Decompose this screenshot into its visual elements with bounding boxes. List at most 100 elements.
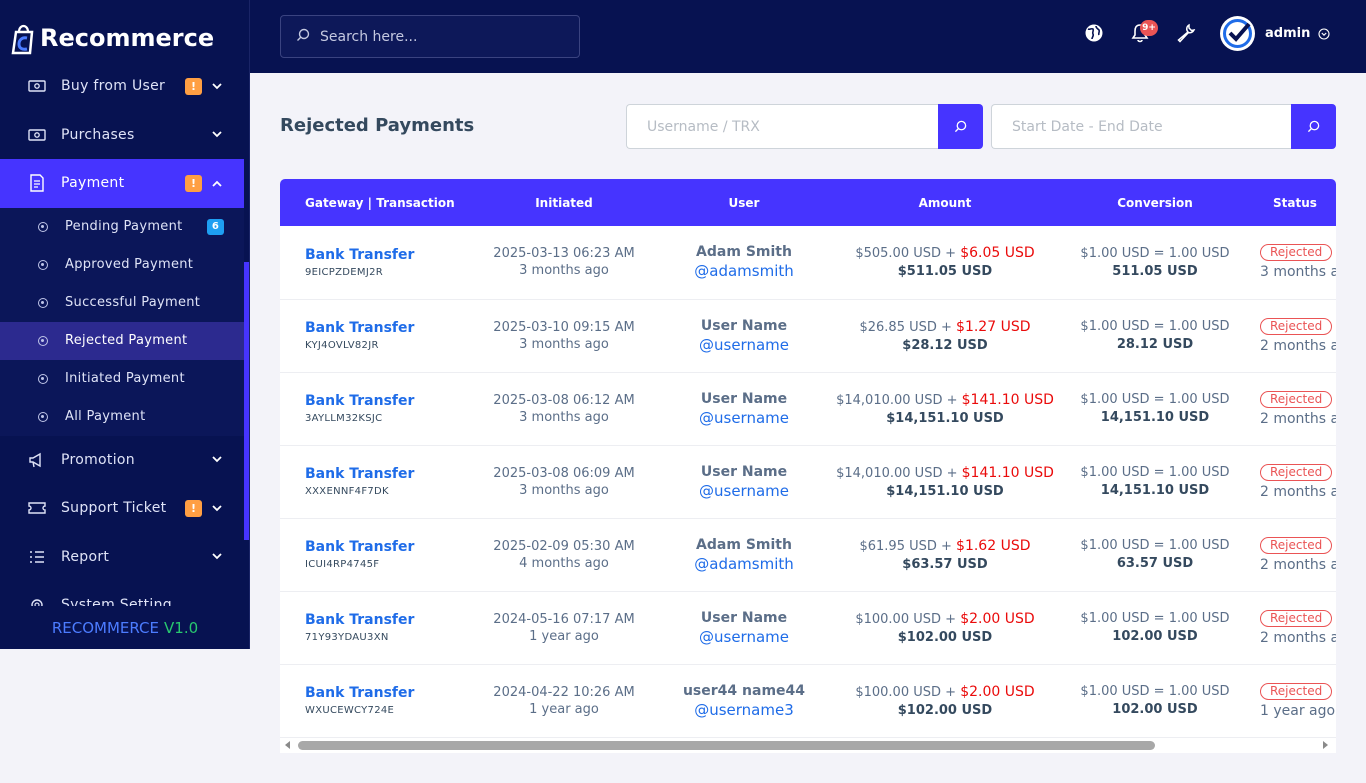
trx-search-button[interactable] (938, 104, 983, 149)
subitem-label: Successful Payment (65, 295, 201, 310)
gateway-link[interactable]: Bank Transfer (305, 246, 415, 263)
initiated-cell: 2025-03-10 09:15 AM 3 months ago (470, 299, 658, 372)
conversion-rate: $1.00 USD = 1.00 USD (1080, 538, 1230, 553)
user-handle-link[interactable]: @adamsmith (694, 554, 794, 573)
amount-charge: $2.00 USD (960, 610, 1035, 627)
sidebar-subitem-rejected-payment[interactable]: Rejected Payment (0, 321, 244, 360)
transaction-id: 9EICPZDEMJ2R (305, 266, 383, 278)
ticket-icon (28, 499, 46, 517)
alert-badge: ! (185, 174, 202, 192)
initiated-cell: 2025-03-08 06:12 AM 3 months ago (470, 372, 658, 445)
brand-logo[interactable]: Recommerce (10, 18, 214, 58)
search-box[interactable] (280, 15, 580, 58)
user-fullname: User Name (700, 317, 788, 334)
gateway-link[interactable]: Bank Transfer (305, 393, 415, 409)
sidebar-item-promotion[interactable]: Promotion (0, 436, 244, 485)
user-handle-link[interactable]: @adamsmith (694, 262, 794, 281)
gateway-link[interactable]: Bank Transfer (305, 539, 415, 555)
sidebar-item-payment[interactable]: Payment ! (0, 159, 244, 208)
sidebar-item-label: Promotion (61, 451, 135, 468)
user-handle-link[interactable]: @username3 (694, 700, 794, 719)
amount-charge: $1.27 USD (956, 318, 1031, 335)
user-fullname: User Name (700, 390, 788, 407)
gateway-link[interactable]: Bank Transfer (305, 685, 415, 701)
gateway-link[interactable]: Bank Transfer (305, 612, 415, 628)
count-badge: 6 (207, 218, 224, 235)
scrollbar-thumb[interactable] (298, 741, 1155, 750)
search-input[interactable] (320, 28, 560, 45)
status-ago: 2 months ago (1260, 337, 1336, 354)
initiated-cell: 2024-05-16 07:17 AM 1 year ago (470, 591, 658, 664)
sidebar-item-label: Buy from User (61, 78, 166, 95)
user-fullname: user44 name44 (682, 682, 806, 699)
col-header-initiated: Initiated (535, 195, 593, 210)
amount-total: $63.57 USD (902, 556, 988, 572)
initiated-date: 2025-03-08 06:12 AM (493, 392, 635, 408)
amount-charge: $1.62 USD (956, 537, 1031, 554)
user-handle-link[interactable]: @username (699, 335, 789, 354)
logo-icon (10, 20, 36, 56)
globe-icon[interactable] (1083, 22, 1105, 44)
table-header-row: Gateway | Transaction Initiated User Amo… (280, 179, 1336, 226)
amount-charge: $141.10 USD (961, 464, 1054, 481)
scroll-left-arrow-icon[interactable] (285, 741, 290, 749)
gateway-cell: Bank Transfer 71Y93YDAU3XN (280, 591, 470, 664)
wrench-icon[interactable] (1175, 22, 1197, 44)
amount-cell: $505.00 USD + $6.05 USD $511.05 USD (830, 226, 1060, 299)
user-handle-link[interactable]: @username (699, 408, 789, 427)
initiated-date: 2025-03-08 06:09 AM (493, 465, 635, 481)
circle-dot-icon (38, 373, 48, 384)
username-trx-input[interactable] (626, 104, 938, 149)
user-handle-link[interactable]: @username (699, 481, 789, 500)
user-handle-link[interactable]: @username (699, 627, 789, 646)
amount-value: $26.85 USD + (859, 319, 952, 335)
sidebar-subitem-approved-payment[interactable]: Approved Payment (0, 246, 244, 284)
user-fullname: Adam Smith (696, 244, 792, 261)
chevron-down-icon (210, 131, 224, 138)
gateway-link[interactable]: Bank Transfer (305, 320, 415, 336)
status-cell: Rejected 2 months ago (1250, 518, 1336, 591)
user-menu[interactable]: admin (1220, 16, 1330, 51)
table-horizontal-scrollbar[interactable] (280, 738, 1336, 753)
status-ago: 3 months ago (1260, 264, 1336, 281)
gateway-link[interactable]: Bank Transfer (305, 466, 415, 482)
status-badge: Rejected (1260, 390, 1333, 408)
chevron-down-icon (210, 505, 224, 512)
date-range-input[interactable] (991, 104, 1291, 149)
conversion-rate: $1.00 USD = 1.00 USD (1080, 392, 1230, 407)
circle-dot-icon (38, 335, 48, 346)
status-ago: 1 year ago (1260, 702, 1336, 719)
table-row: Bank Transfer WXUCEWCY724E 2024-04-22 10:2… (280, 664, 1336, 737)
sidebar-item-label: Report (61, 548, 110, 565)
amount-cell: $26.85 USD + $1.27 USD $28.12 USD (830, 299, 1060, 372)
col-header-conversion: Conversion (1117, 195, 1193, 210)
sidebar-subitem-pending-payment[interactable]: Pending Payment 6 (0, 208, 244, 246)
gateway-cell: Bank Transfer WXUCEWCY724E (280, 664, 470, 737)
sidebar-item-support-ticket[interactable]: Support Ticket ! (0, 484, 244, 533)
sidebar-item-buy-from-user[interactable]: Buy from User ! (0, 62, 244, 111)
sidebar-subitem-initiated-payment[interactable]: Initiated Payment (0, 360, 244, 398)
conversion-rate: $1.00 USD = 1.00 USD (1080, 684, 1230, 699)
col-header-amount: Amount (918, 195, 972, 210)
amount-total: $102.00 USD (897, 629, 993, 645)
date-search-button[interactable] (1291, 104, 1336, 149)
status-cell: Rejected 1 year ago (1250, 664, 1336, 737)
status-badge: Rejected (1260, 317, 1333, 335)
status-badge: Rejected (1260, 244, 1333, 262)
scroll-right-arrow-icon[interactable] (1323, 741, 1328, 749)
conversion-cell: $1.00 USD = 1.00 USD 14,151.10 USD (1060, 445, 1250, 518)
sidebar-subitem-successful-payment[interactable]: Successful Payment (0, 284, 244, 322)
amount-charge: $6.05 USD (960, 245, 1035, 262)
conversion-cell: $1.00 USD = 1.00 USD 511.05 USD (1060, 226, 1250, 299)
conversion-total: 102.00 USD (1112, 629, 1198, 644)
amount-total: $14,151.10 USD (886, 483, 1004, 499)
footer-brand: RECOMMERCE (51, 618, 160, 637)
conversion-rate: $1.00 USD = 1.00 USD (1080, 245, 1230, 261)
user-cell: User Name @username (658, 299, 830, 372)
sidebar-subitem-all-payment[interactable]: All Payment (0, 398, 244, 436)
chevron-up-icon (210, 180, 224, 187)
sidebar-item-report[interactable]: Report (0, 533, 244, 582)
sidebar-item-purchases[interactable]: Purchases (0, 111, 244, 160)
sidebar-scrollbar[interactable] (244, 262, 249, 540)
transaction-id: 71Y93YDAU3XN (305, 632, 389, 643)
